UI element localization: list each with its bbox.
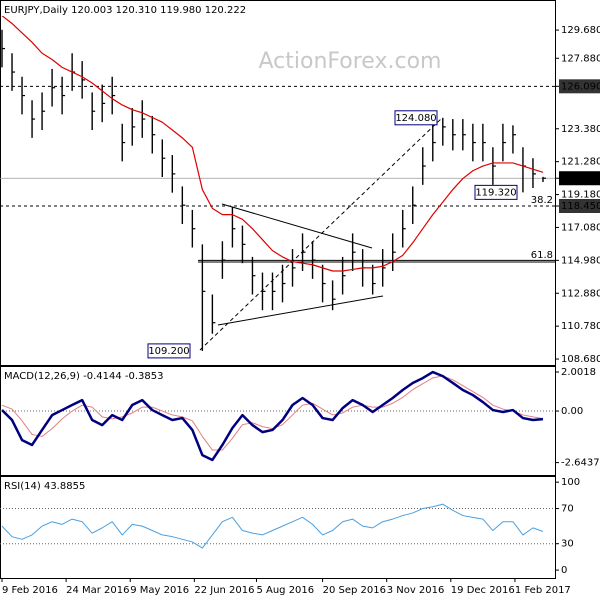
x-tick-label: 5 Aug 2016 [256, 585, 314, 596]
annotation: 119.320 [475, 187, 516, 198]
series-line [1, 503, 544, 549]
y-tick-label: 0 [561, 565, 567, 576]
panel-title: EURJPY,Daily 120.003 120.310 119.980 120… [4, 5, 246, 16]
y-tick-label: 100 [561, 477, 580, 488]
y-tick-label: 126.090 [561, 81, 600, 92]
y-tick-label: 127.880 [561, 53, 600, 64]
trend-line [217, 295, 384, 326]
fib-label: 61.8 [531, 250, 553, 261]
series-line [1, 15, 544, 272]
y-tick-label: 108.680 [561, 354, 600, 365]
annotation-box [147, 343, 191, 359]
watermark: ActionForex.com [259, 49, 442, 74]
y-tick-label: 30 [561, 539, 574, 550]
trend-line [221, 203, 373, 249]
y-tick-label: 110.780 [561, 321, 600, 332]
macd-panel [0, 366, 556, 476]
fib-label: 38.2 [531, 195, 553, 206]
y-tick-label: 118.450 [561, 201, 600, 212]
x-tick-label: 1 Feb 2017 [515, 585, 571, 596]
y-tick-label: 112.880 [561, 288, 600, 299]
y-tick-box [559, 198, 600, 213]
title-bg [2, 369, 168, 382]
y-tick-label: 0.00 [561, 406, 583, 417]
x-tick-label: 24 Mar 2016 [66, 585, 129, 596]
y-tick-label: 123.380 [561, 124, 600, 135]
annotation: 124.080 [395, 113, 436, 124]
annotation-box [474, 184, 518, 200]
x-tick-label: 20 Sep 2016 [323, 585, 386, 596]
annotation: 109.200 [148, 346, 189, 357]
title-bg [2, 3, 251, 16]
y-tick-label: 114.980 [561, 255, 600, 266]
x-tick-label: 9 May 2016 [130, 585, 189, 596]
x-tick-label: 19 Dec 2016 [451, 585, 515, 596]
price-panel [0, 0, 556, 366]
x-tick-label: 22 Jun 2016 [194, 585, 254, 596]
panel-title: MACD(12,26,9) -0.4144 -0.3853 [4, 371, 164, 382]
y-tick-label: 70 [561, 504, 574, 515]
series-line [1, 370, 544, 462]
y-tick-label: -2.6437 [561, 458, 600, 469]
x-tick-label: 9 Feb 2016 [2, 585, 58, 596]
panel-title: RSI(14) 43.8855 [4, 481, 85, 492]
y-tick-box [559, 79, 600, 94]
y-tick-label: 2.0018 [561, 367, 596, 378]
x-tick-label: 3 Nov 2016 [387, 585, 445, 596]
y-tick-label: 117.080 [561, 222, 600, 233]
y-tick-label: 119.180 [561, 190, 600, 201]
rsi-panel [0, 476, 556, 579]
y-tick-box [559, 171, 600, 186]
y-tick-label: 120.222 [561, 173, 600, 184]
annotation-box [394, 110, 438, 126]
y-tick-label: 129.680 [561, 25, 600, 36]
title-bg [2, 479, 90, 492]
y-tick-label: 121.280 [561, 157, 600, 168]
